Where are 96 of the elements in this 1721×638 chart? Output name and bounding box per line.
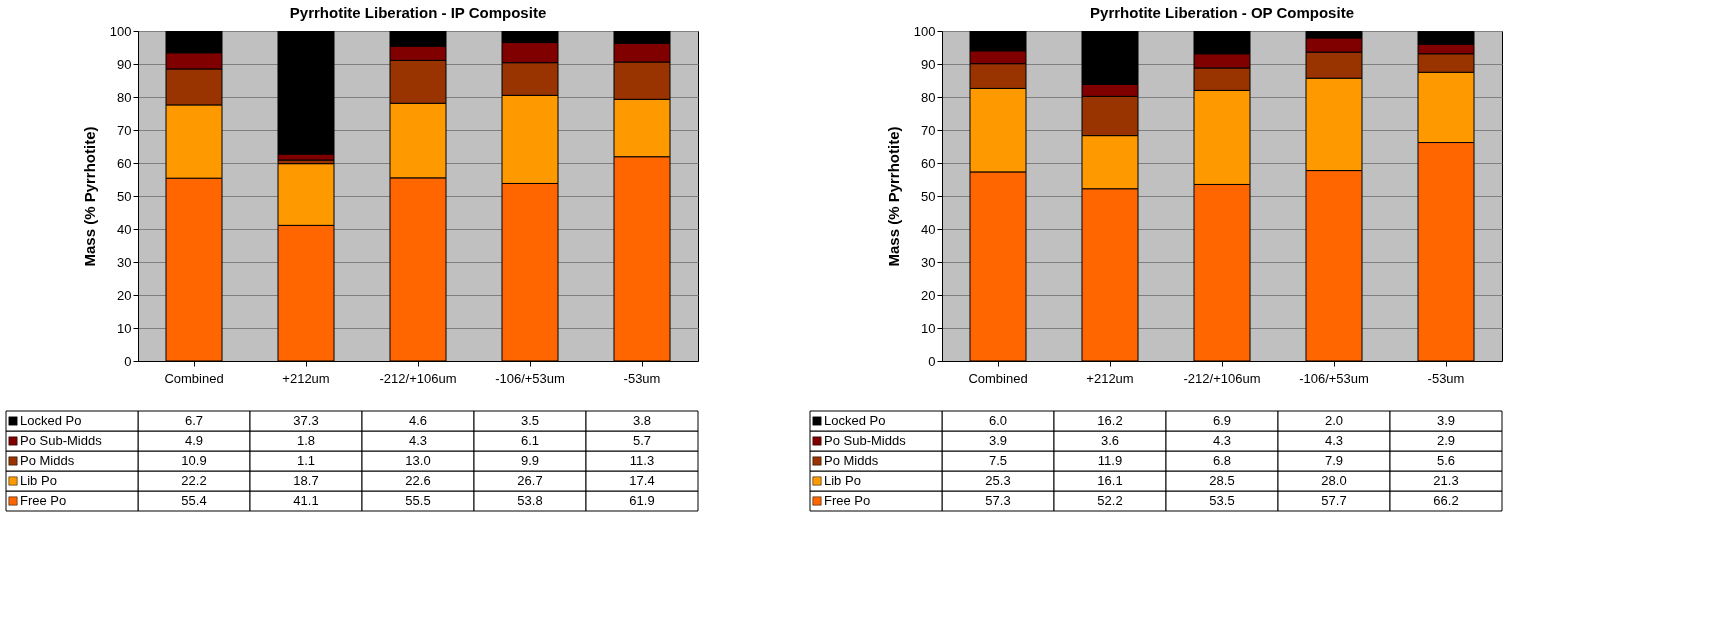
data-label: 5.7	[632, 433, 652, 448]
chart-title: Pyrrhotite Liberation - IP Composite	[289, 4, 547, 21]
y-tick-label: 50	[117, 188, 132, 204]
data-label: 25.3	[985, 473, 1011, 488]
data-label: 55.5	[405, 493, 431, 508]
data-label: 16.2	[1097, 413, 1123, 428]
data-label: 3.9	[988, 433, 1008, 448]
data-label: 4.3	[408, 433, 428, 448]
y-tick-label: 10	[117, 320, 132, 336]
data-label: 7.9	[1324, 453, 1344, 468]
legend-label: Po Sub-Midds	[20, 433, 103, 448]
y-tick-label: 40	[117, 221, 132, 237]
y-tick-label: 90	[117, 56, 132, 72]
data-label: 6.9	[1212, 413, 1232, 428]
y-tick-label: 20	[117, 287, 132, 303]
x-tick-label: -106/+53um	[1299, 370, 1369, 386]
legend-label: Free Po	[824, 493, 871, 508]
y-tick-label: 50	[921, 188, 936, 204]
data-label: 4.3	[1212, 433, 1232, 448]
y-axis-title: Mass (% Pyrrhotite)	[80, 126, 98, 267]
y-tick-label: 70	[921, 122, 936, 138]
x-tick-label: -212/+106um	[1183, 370, 1261, 386]
data-label: 26.7	[517, 473, 543, 488]
data-label: 4.9	[184, 433, 204, 448]
data-label: 2.9	[1436, 433, 1456, 448]
data-label: 41.1	[293, 493, 319, 508]
data-label: 55.4	[181, 493, 207, 508]
y-tick-label: 40	[921, 221, 936, 237]
x-tick-label: +212um	[1086, 370, 1134, 386]
data-label: 11.9	[1097, 453, 1123, 468]
data-label: 57.7	[1321, 493, 1347, 508]
data-label: 1.8	[296, 433, 316, 448]
data-label: 22.2	[181, 473, 207, 488]
data-label: 13.0	[405, 453, 431, 468]
data-label: 22.6	[405, 473, 431, 488]
legend-label: Lib Po	[20, 473, 57, 488]
data-label: 3.8	[632, 413, 652, 428]
data-label: 66.2	[1433, 493, 1459, 508]
data-label: 4.3	[1324, 433, 1344, 448]
data-label: 17.4	[629, 473, 655, 488]
y-tick-label: 100	[913, 23, 936, 39]
data-label: 11.3	[629, 453, 655, 468]
data-label: 4.6	[408, 413, 428, 428]
legend-label: Po Sub-Midds	[824, 433, 907, 448]
data-label: 37.3	[293, 413, 319, 428]
legend-label: Po Midds	[824, 453, 879, 468]
data-label: 28.5	[1209, 473, 1235, 488]
data-label: 6.0	[988, 413, 1008, 428]
data-label: 6.7	[184, 413, 204, 428]
y-tick-label: 30	[117, 254, 132, 270]
y-axis-title: Mass (% Pyrrhotite)	[884, 126, 902, 267]
legend-label: Po Midds	[20, 453, 75, 468]
data-label: 61.9	[629, 493, 655, 508]
y-tick-label: 10	[921, 320, 936, 336]
y-tick-label: 30	[921, 254, 936, 270]
data-label: 3.5	[520, 413, 540, 428]
data-label: 18.7	[293, 473, 319, 488]
legend-label: Locked Po	[824, 413, 886, 428]
x-tick-label: +212um	[282, 370, 330, 386]
y-tick-label: 80	[921, 89, 936, 105]
data-label: 1.1	[296, 453, 316, 468]
legend-label: Free Po	[20, 493, 67, 508]
data-label: 6.1	[520, 433, 540, 448]
data-label: 3.9	[1436, 413, 1456, 428]
legend-label: Lib Po	[824, 473, 861, 488]
x-tick-label: Combined	[968, 370, 1028, 386]
data-label: 21.3	[1433, 473, 1459, 488]
y-tick-label: 100	[109, 23, 132, 39]
x-tick-label: -106/+53um	[495, 370, 565, 386]
x-tick-label: -53um	[623, 370, 661, 386]
data-label: 9.9	[520, 453, 540, 468]
chart-title: Pyrrhotite Liberation - OP Composite	[1090, 4, 1354, 21]
x-tick-label: -212/+106um	[379, 370, 457, 386]
data-label: 28.0	[1321, 473, 1347, 488]
data-label: 2.0	[1324, 413, 1344, 428]
legend-label: Locked Po	[20, 413, 82, 428]
y-tick-label: 60	[117, 155, 132, 171]
data-label: 3.6	[1100, 433, 1120, 448]
y-tick-label: 70	[117, 122, 132, 138]
data-label: 52.2	[1097, 493, 1123, 508]
x-tick-label: Combined	[164, 370, 224, 386]
data-label: 6.8	[1212, 453, 1232, 468]
y-tick-label: 0	[124, 353, 132, 369]
data-label: 53.8	[517, 493, 543, 508]
y-tick-label: 90	[921, 56, 936, 72]
data-label: 57.3	[985, 493, 1011, 508]
data-label: 16.1	[1097, 473, 1123, 488]
x-tick-label: -53um	[1427, 370, 1465, 386]
data-label: 7.5	[988, 453, 1008, 468]
y-tick-label: 20	[921, 287, 936, 303]
data-label: 53.5	[1209, 493, 1235, 508]
y-tick-label: 60	[921, 155, 936, 171]
data-label: 5.6	[1436, 453, 1456, 468]
y-tick-label: 0	[928, 353, 936, 369]
y-tick-label: 80	[117, 89, 132, 105]
data-label: 10.9	[181, 453, 207, 468]
